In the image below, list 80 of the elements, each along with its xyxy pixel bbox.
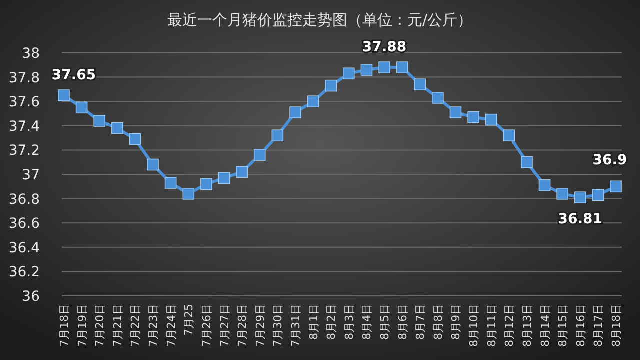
x-tick-label: 8月2日 (325, 304, 338, 340)
point (200, 178, 212, 190)
x-tick-label: 7月29日 (254, 304, 267, 347)
data-label: 36.9 (592, 152, 628, 169)
point (468, 111, 480, 124)
point (290, 106, 302, 118)
x-tick-label: 7月21日 (111, 304, 124, 347)
point (325, 80, 337, 92)
data-label: 37.88 (362, 40, 407, 56)
x-tick-label: 7月28日 (236, 304, 250, 347)
x-tick-label: 8月8日 (432, 304, 445, 340)
x-tick-label: 8月1日 (307, 304, 320, 340)
point (236, 166, 248, 178)
y-tick-label: 36.4 (8, 240, 40, 256)
point (503, 130, 516, 142)
point (94, 115, 106, 127)
y-tick-label: 38 (22, 46, 40, 62)
point (164, 177, 177, 189)
x-tick-label: 8月5日 (378, 304, 392, 340)
point (610, 180, 622, 193)
point (538, 180, 551, 192)
x-tick-label: 8月17日 (592, 304, 606, 347)
x-tick-label: 8月3日 (342, 304, 356, 340)
data-label: 37.65 (52, 68, 96, 84)
point (396, 62, 408, 74)
x-tick-label: 8月12日 (503, 304, 516, 347)
point (343, 68, 355, 80)
x-tick-label: 8月11日 (485, 304, 498, 347)
point (182, 188, 195, 200)
x-tick-label: 8月9日 (450, 304, 463, 340)
x-tick-label: 7月22日 (129, 304, 142, 347)
data-label: 36.81 (558, 212, 603, 228)
x-tick-label: 7月20日 (94, 304, 107, 347)
chart-title: 最近一个月猪价监控走势图（单位：元/公斤） (167, 11, 473, 29)
y-tick-label: 37.2 (8, 143, 40, 160)
x-tick-label: 8月7日 (414, 304, 428, 340)
x-tick-label: 7月31日 (289, 304, 302, 347)
x-tick-label: 7月19日 (76, 304, 89, 347)
point (254, 149, 266, 161)
point (272, 130, 284, 142)
point (76, 102, 88, 114)
point (556, 188, 568, 200)
x-tick-label: 7月27日 (218, 304, 232, 347)
x-tick-label: 7月30日 (272, 304, 285, 347)
x-tick-label: 8月10日 (468, 304, 481, 347)
point (414, 78, 426, 90)
x-tick-label: 8月14日 (538, 304, 552, 347)
y-tick-label: 37 (22, 168, 40, 184)
x-tick-label: 8月16日 (574, 304, 588, 347)
point (218, 172, 230, 184)
point (58, 90, 70, 102)
point (432, 92, 444, 104)
point (450, 106, 462, 118)
y-tick-label: 36.2 (8, 264, 40, 281)
x-tick-label: 7月25 (182, 304, 196, 336)
x-tick-label: 8月15日 (556, 304, 570, 347)
x-tick-label: 8月18日 (610, 304, 623, 347)
point (592, 189, 604, 202)
y-tick-label: 37.8 (8, 70, 40, 86)
point (378, 62, 390, 74)
point (485, 114, 498, 126)
x-tick-label: 7月26日 (200, 304, 214, 347)
x-tick-label: 7月23日 (147, 304, 160, 347)
y-tick-label: 36.6 (8, 216, 40, 232)
y-tick-label: 36 (22, 289, 40, 305)
point (574, 192, 586, 204)
y-tick-label: 37.4 (8, 118, 40, 135)
point (129, 133, 142, 146)
point (147, 158, 159, 171)
point (112, 122, 124, 134)
x-tick-label: 8月4日 (360, 304, 374, 340)
x-tick-label: 8月6日 (396, 304, 410, 340)
y-tick-label: 37.6 (8, 94, 40, 111)
point (307, 96, 320, 108)
x-tick-label: 8月13日 (520, 304, 534, 347)
x-tick-label: 7月18日 (58, 304, 71, 347)
y-tick-label: 36.8 (8, 192, 40, 208)
x-tick-label: 7月24日 (164, 304, 178, 347)
point (360, 64, 373, 76)
point (521, 156, 533, 168)
